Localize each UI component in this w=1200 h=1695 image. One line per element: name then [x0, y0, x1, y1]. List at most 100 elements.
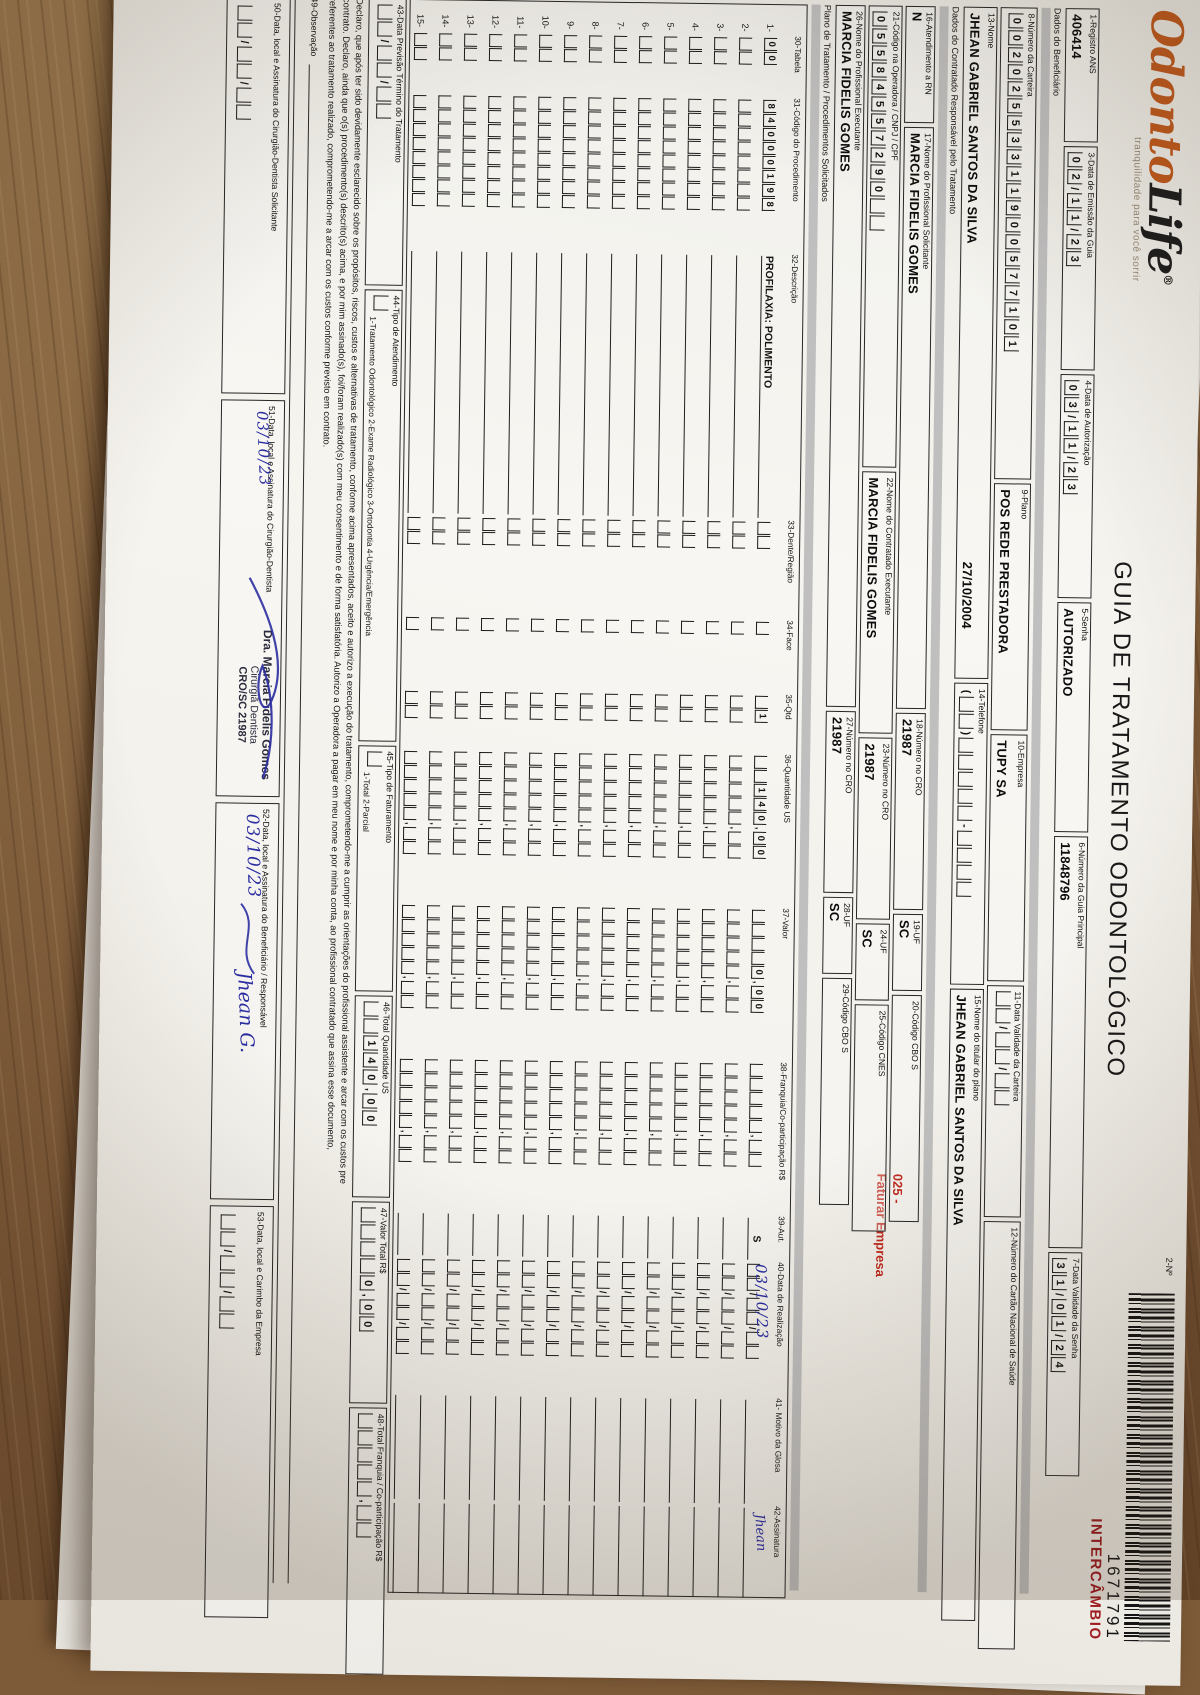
cell-valor: ,: [475, 906, 492, 1056]
authorization-mark: [672, 1217, 688, 1259]
field-tipo-atendimento: 44-Tipo de Atendimento 1-Tratamento Odon…: [359, 289, 403, 741]
cell-codigo: [511, 96, 528, 248]
cell-data: //: [595, 1262, 612, 1394]
cell-codigo: [561, 97, 578, 249]
field-empresa: 10-Empresa TUPY SA: [987, 734, 1028, 981]
cell-num: 13-: [464, 4, 475, 30]
column-header: 40-Data de Realização: [774, 1262, 785, 1394]
authorization-mark: [572, 1215, 588, 1257]
cell-num: 6-: [639, 6, 650, 32]
field-cartao-nacional-saude: 12-Número do Cartão Nacional de Saúde: [978, 1221, 1021, 1649]
cell-ass: [417, 1503, 432, 1593]
cell-franquia: ,: [423, 1059, 440, 1209]
cell-qtd: [579, 693, 595, 749]
cell-qtd: [404, 691, 420, 747]
cell-aut: [572, 1215, 588, 1257]
cell-num: 12-: [489, 4, 500, 30]
cell-ass: [692, 1507, 707, 1597]
cell-valor: ,: [725, 909, 742, 1059]
cell-data: //: [720, 1263, 737, 1395]
barcode-block: 2-Nº 1671791 INTERCÂMBIO: [1078, 1254, 1178, 1685]
cell-franquia: ,: [498, 1060, 515, 1210]
cell-num: 15-: [414, 3, 425, 29]
cell-descricao: [708, 255, 726, 517]
column-header: 42-Assinatura: [771, 1506, 781, 1596]
cell-codigo: [486, 96, 503, 248]
cell-qus: ,: [427, 751, 444, 901]
cell-descricao: [608, 254, 626, 516]
cell-dente: [606, 520, 622, 616]
cell-data: //: [570, 1261, 587, 1393]
field-carimbo-empresa: 53-Data, local e Carimbo da Empresa //: [204, 1205, 274, 1618]
cell-qtd: [654, 694, 670, 750]
cell-face: [480, 618, 496, 688]
cell-face: [430, 617, 446, 687]
cell-valor: ,: [675, 909, 692, 1059]
cell-descricao: [508, 252, 526, 514]
cell-tabela: [513, 34, 529, 92]
cell-glosa: [644, 1398, 659, 1502]
cell-tabela: [488, 34, 504, 92]
cell-codigo: [736, 100, 753, 252]
cell-descricao: PROFILAXIA: POLIMENTO: [758, 256, 776, 518]
cell-face: [455, 618, 471, 688]
authorization-mark: [597, 1216, 613, 1258]
cell-num: 8-: [589, 5, 600, 31]
column-header: 31-Código do Procedimento: [790, 98, 801, 250]
cell-glosa: [694, 1399, 709, 1503]
cell-codigo: [636, 98, 653, 250]
cell-tabela: [713, 37, 729, 95]
procedure-description: PROFILAXIA: POLIMENTO: [759, 256, 775, 388]
cell-glosa: [519, 1397, 534, 1501]
field-contratado-executante: 22-Nome do Contratado Executante MARCIA …: [859, 471, 896, 733]
cell-tabela: [413, 33, 429, 91]
cell-qus: ,: [402, 751, 419, 901]
cell-aut: [722, 1217, 738, 1259]
cell-face: [555, 619, 571, 689]
cell-codigo: [536, 97, 553, 249]
cell-qus: ,: [702, 755, 719, 905]
cell-ass: [642, 1506, 657, 1596]
cell-tabela: [613, 36, 629, 94]
cell-franquia: ,: [623, 1062, 640, 1212]
cell-franquia: ,: [398, 1059, 415, 1209]
cell-descricao: [583, 253, 601, 515]
cell-dente: [481, 518, 497, 614]
cell-descricao: [558, 253, 576, 515]
field-cro-solicitante: 18-Número no CRO 21987: [893, 713, 926, 910]
cell-dente: [756, 522, 772, 618]
cell-qtd: [729, 695, 745, 751]
field-profissional-solicitante: 17-Nome do Profissional Solicitante MARC…: [896, 127, 935, 709]
cell-dente: [631, 520, 647, 616]
cell-ass: [517, 1505, 532, 1595]
cell-ass: [667, 1507, 682, 1597]
cell-valor: ,: [650, 908, 667, 1058]
cell-face: [730, 621, 746, 691]
cell-tabela: [463, 34, 479, 92]
column-header: 30-Tabela: [792, 36, 802, 94]
field-plano: 9-Plano POS REDE PRESTADORA: [991, 483, 1032, 730]
cell-aut: [397, 1213, 413, 1255]
cell-face: [680, 621, 696, 691]
cell-tabela: [688, 37, 704, 95]
column-header: 32-Descrição: [787, 254, 800, 516]
column-header: 37-Valor: [779, 908, 790, 1058]
cell-face: [405, 617, 421, 687]
field-assinatura-beneficiario: 52-Data, local e Assinatura do Beneficiá…: [210, 802, 280, 1200]
cell-franquia: ,: [673, 1063, 690, 1213]
red-note-code: 025 -: [888, 1174, 905, 1278]
cell-ass: [492, 1504, 507, 1594]
cell-glosa: [569, 1397, 584, 1501]
cell-codigo: [711, 99, 728, 251]
field-codigo-cnes: 25-Código CNES: [852, 1004, 889, 1231]
cell-glosa: [419, 1395, 434, 1499]
cell-data: //: [445, 1260, 462, 1392]
cell-qtd: [529, 693, 545, 749]
